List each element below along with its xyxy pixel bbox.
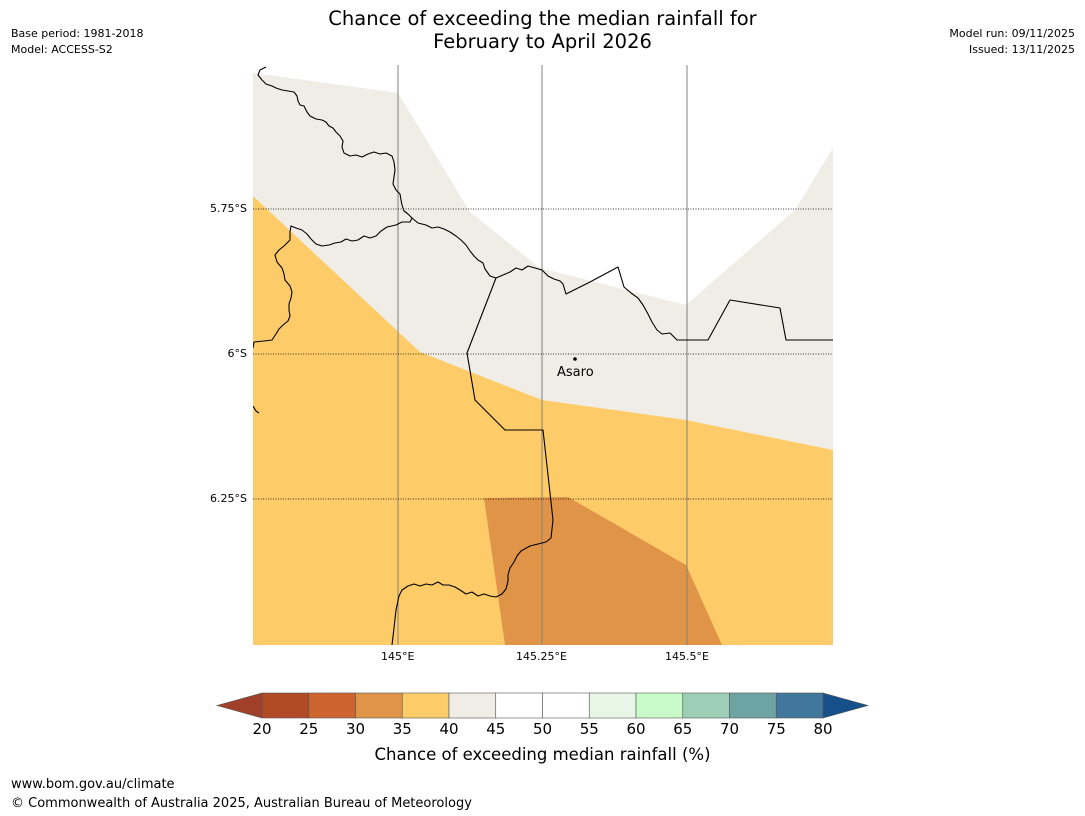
- metadata-right: Model run: 09/11/2025 Issued: 13/11/2025: [949, 26, 1075, 58]
- metadata-left: Base period: 1981-2018 Model: ACCESS-S2: [11, 26, 143, 58]
- model-run-text: Model run: 09/11/2025: [949, 27, 1075, 40]
- colorbar-bin: [775, 692, 824, 719]
- probability-band-30-35: [484, 497, 722, 645]
- colorbar-tick-label: 65: [673, 720, 693, 738]
- colorbar-bin: [635, 692, 684, 719]
- colorbar-title: Chance of exceeding median rainfall (%): [374, 745, 711, 764]
- colorbar-tick-label: 75: [766, 720, 786, 738]
- footer: www.bom.gov.au/climate © Commonwealth of…: [11, 775, 472, 813]
- colorbar-tick-label: 80: [813, 720, 833, 738]
- longitude-label: 145°E: [381, 650, 415, 663]
- colorbar-bin: [495, 692, 543, 719]
- colorbar-bin: [355, 692, 403, 719]
- colorbar-tick-label: 40: [439, 720, 459, 738]
- colorbar-bin: [588, 692, 637, 719]
- base-period-text: Base period: 1981-2018: [11, 27, 144, 40]
- colorbar-tick-label: 20: [252, 720, 272, 738]
- chart-title: Chance of exceeding the median rainfall …: [0, 7, 1085, 53]
- colorbar-bin: [729, 692, 777, 719]
- place-label: Asaro: [557, 365, 594, 380]
- latitude-label: 6.25°S: [210, 492, 247, 505]
- colorbar-bin: [448, 692, 497, 719]
- title-line-2: February to April 2026: [433, 30, 652, 53]
- colorbar-bin: [308, 692, 356, 719]
- colorbar-tick-label: 55: [579, 720, 599, 738]
- colorbar-tick-label: 45: [486, 720, 506, 738]
- footer-copyright: © Commonwealth of Australia 2025, Austra…: [11, 796, 472, 811]
- colorbar-tick-label: 25: [299, 720, 319, 738]
- issued-text: Issued: 13/11/2025: [968, 43, 1075, 56]
- border-line: [391, 277, 554, 645]
- colorbar-bin: [542, 692, 590, 719]
- colorbar-bin: [682, 692, 730, 719]
- place-marker: [573, 357, 577, 361]
- colorbar-bin: [261, 692, 310, 719]
- border-line: [253, 405, 260, 414]
- colorbar-tick-label: 50: [532, 720, 553, 738]
- colorbar-tick-label: 30: [345, 720, 366, 738]
- colorbar-under-arrow: [215, 692, 263, 719]
- latitude-label: 5.75°S: [210, 202, 247, 215]
- colorbar-tick-label: 35: [392, 720, 412, 738]
- footer-url: www.bom.gov.au/climate: [11, 777, 175, 792]
- colorbar-bin: [401, 692, 450, 719]
- colorbar-tick-label: 70: [719, 720, 740, 738]
- longitude-label: 145.25°E: [516, 650, 567, 663]
- colorbar-bins: [261, 692, 824, 719]
- gridlines: [253, 65, 833, 645]
- colorbar-tick-label: 60: [626, 720, 646, 738]
- model-text: Model: ACCESS-S2: [11, 43, 113, 56]
- longitude-label: 145.5°E: [665, 650, 709, 663]
- latitude-label: 6°S: [227, 347, 247, 360]
- title-line-1: Chance of exceeding the median rainfall …: [328, 7, 757, 30]
- border-line: [411, 217, 833, 341]
- province-borders: [253, 66, 833, 645]
- colorbar-over-arrow: [822, 692, 870, 719]
